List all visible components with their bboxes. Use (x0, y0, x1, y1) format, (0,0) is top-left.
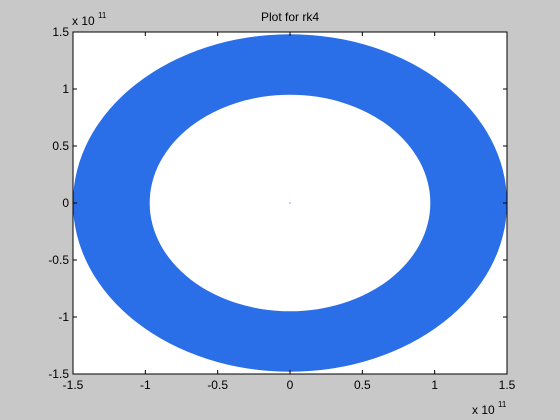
x-multiplier-base: x 10 (472, 403, 495, 417)
x-tick-label: -1.5 (63, 378, 84, 392)
orbit-band (73, 34, 507, 372)
x-tick-label: 1 (431, 378, 438, 392)
x-tick-label: 1.5 (499, 378, 516, 392)
y-multiplier-base: x 10 (72, 14, 95, 28)
y-axis-multiplier: x 10 11 (72, 11, 107, 28)
x-axis-ticks: -1.5 -1 -0.5 0 0.5 1 1.5 (63, 32, 516, 392)
y-tick-label: 0 (62, 196, 69, 210)
x-multiplier-exponent: 11 (498, 400, 507, 409)
x-tick-label: -0.5 (207, 378, 228, 392)
y-tick-label: -1 (58, 310, 69, 324)
y-multiplier-exponent: 11 (98, 11, 107, 20)
y-tick-label: 0.5 (52, 139, 69, 153)
x-tick-label: 0 (287, 378, 294, 392)
x-tick-label: -1 (140, 378, 151, 392)
y-axis-ticks: -1.5 -1 -0.5 0 0.5 1 1.5 (48, 25, 507, 381)
y-tick-label: -1.5 (48, 367, 69, 381)
y-tick-label: 1 (62, 82, 69, 96)
plot-content (73, 34, 507, 372)
y-tick-label: 1.5 (52, 25, 69, 39)
x-axis-multiplier: x 10 11 (472, 400, 507, 417)
chart-title: Plot for rk4 (261, 10, 319, 24)
central-point (289, 202, 291, 204)
plot-axes: -1.5 -1 -0.5 0 0.5 1 1.5 -1.5 -1 -0.5 0 0.5 1 1.5 (48, 25, 515, 392)
y-tick-label: -0.5 (48, 253, 69, 267)
x-tick-label: 0.5 (354, 378, 371, 392)
